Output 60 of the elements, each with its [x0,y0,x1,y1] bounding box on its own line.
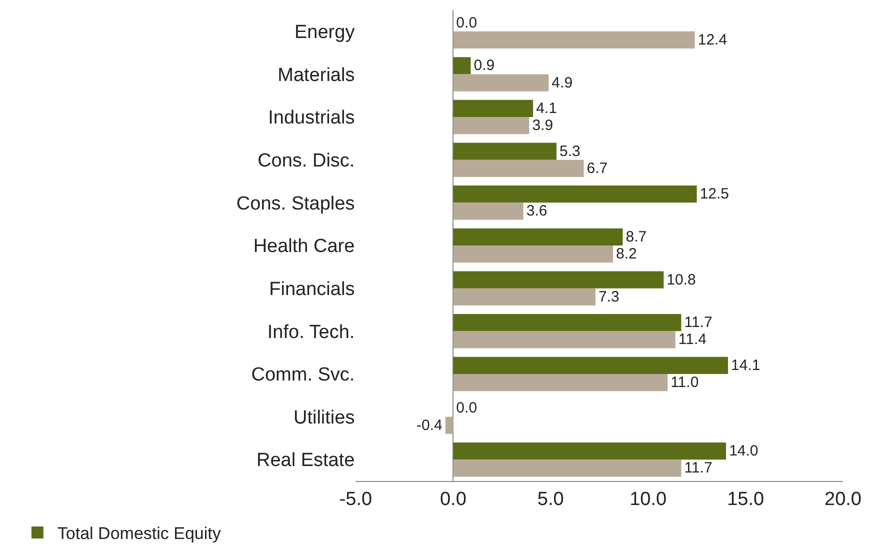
data-label: 4.1 [536,100,557,117]
bar [453,186,697,203]
bar [453,314,682,332]
data-label: 11.0 [670,374,699,392]
y-tick-label: Info. Tech. [267,322,355,343]
bar [453,142,556,160]
data-label: 7.3 [598,288,620,306]
y-tick-label: Utilities [293,407,355,428]
data-label: 12.4 [698,31,728,48]
bar [453,100,534,118]
data-label: -0.4 [416,416,442,434]
y-tick-label: Cons. Staples [236,193,355,214]
x-tick-label: 0.0 [440,488,466,510]
bar [453,331,676,348]
data-label: 0.9 [474,57,495,74]
y-tick-label: Comm. Svc. [251,364,355,386]
bar [453,460,682,477]
data-label: 5.3 [559,142,580,160]
x-tick-label: -5.0 [339,488,372,510]
bar [453,228,623,246]
bar [453,74,549,92]
bar [445,416,454,434]
data-label: 3.9 [532,117,554,134]
y-tick-label: Materials [278,64,355,86]
data-label: 14.0 [729,442,758,460]
legend-label: Total Domestic Equity [57,524,222,544]
bar [453,271,664,288]
x-tick-label: 20.0 [824,488,862,510]
bar [453,117,530,134]
bar [453,356,728,374]
data-label: 14.1 [730,356,760,374]
y-tick-label: Cons. Disc. [258,150,355,172]
bar [453,374,668,392]
data-label: 6.7 [586,160,608,177]
bar [453,160,584,177]
data-label: 8.2 [616,246,637,263]
bar [453,288,596,306]
bar [453,442,726,460]
bar [453,57,471,74]
data-label: 3.6 [526,202,548,220]
y-tick-label: Health Care [253,236,355,258]
y-tick-label: Financials [269,278,355,300]
x-tick-label: 5.0 [537,488,564,510]
data-label: 11.7 [684,460,712,477]
data-label: 10.8 [666,271,696,288]
x-tick-label: 15.0 [727,488,764,510]
bar [453,202,524,220]
y-tick-label: Industrials [268,108,355,129]
data-label: 0.0 [456,400,478,417]
bar [453,31,695,49]
y-tick-label: Real Estate [256,450,355,472]
data-label: 11.7 [684,314,712,332]
y-tick-label: Energy [294,22,356,44]
data-label: 8.7 [626,228,647,246]
data-label: 11.4 [678,331,706,348]
x-tick-label: 10.0 [630,488,667,510]
data-label: 12.5 [700,186,730,203]
bar [453,246,614,263]
data-label: 4.9 [552,74,573,92]
data-label: 0.0 [456,14,478,32]
